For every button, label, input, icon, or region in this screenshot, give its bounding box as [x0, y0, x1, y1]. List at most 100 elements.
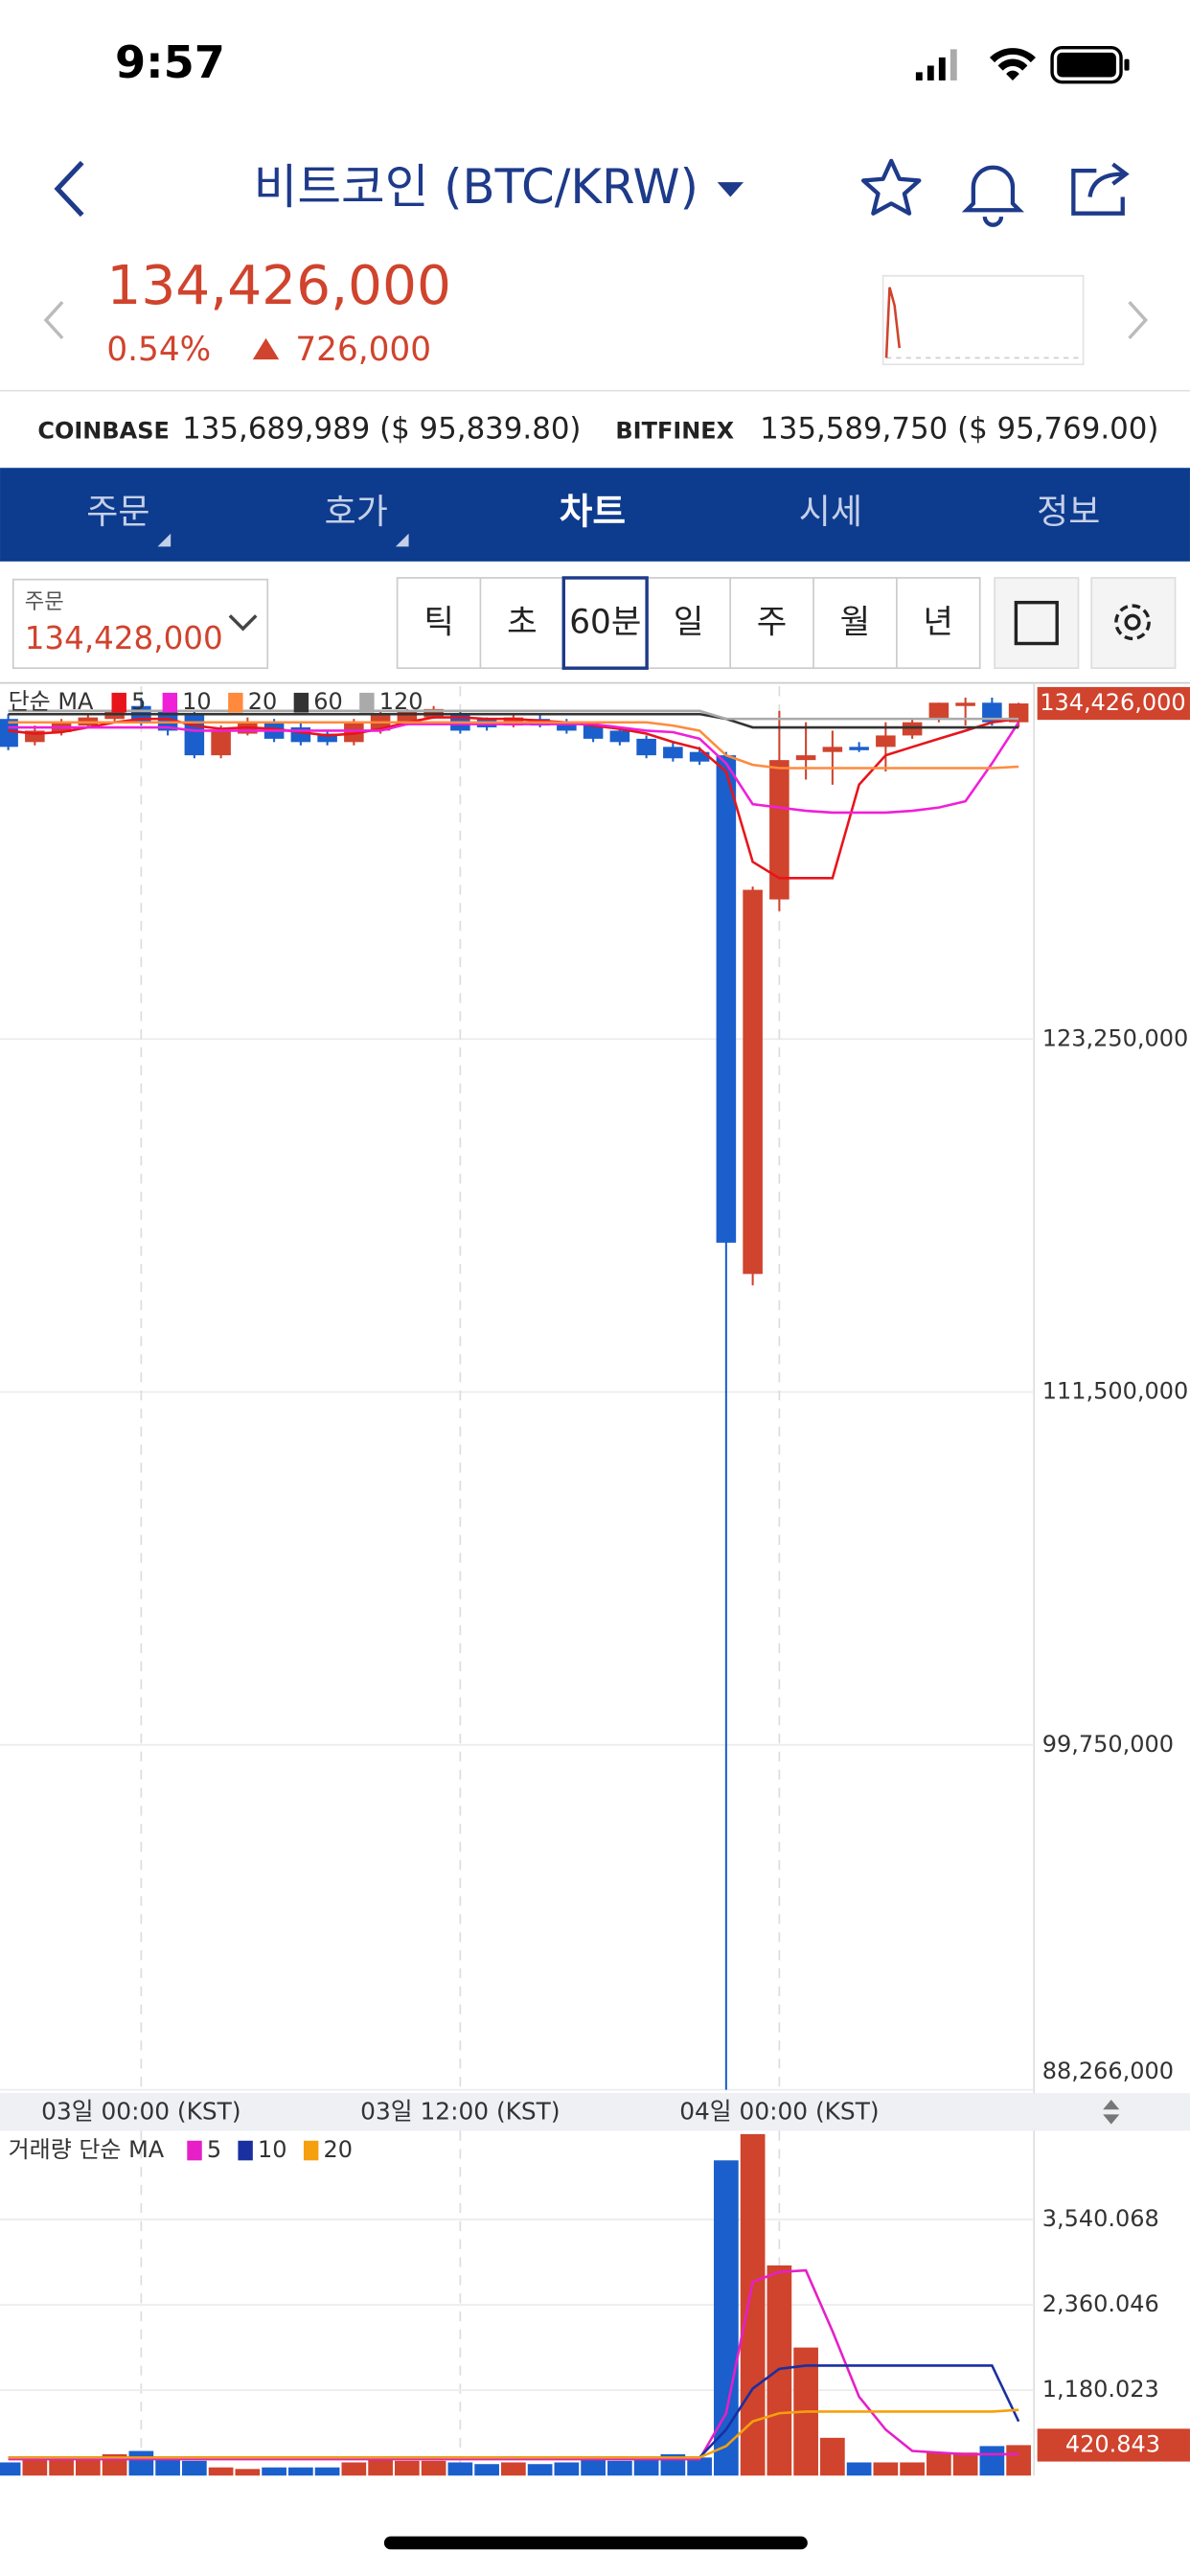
- volume-bar: [633, 2457, 659, 2476]
- exchange-name: BITFINEX: [615, 418, 734, 445]
- timeframe[interactable]: 월: [840, 603, 871, 641]
- tab-bar: [0, 468, 1190, 562]
- legend-swatch: [187, 2140, 202, 2161]
- candle-body: [397, 710, 418, 723]
- volume-bar: [1006, 2445, 1031, 2476]
- change-amount: 726,000: [295, 331, 431, 369]
- legend-label: 120: [379, 688, 423, 715]
- ma-line: [8, 712, 1019, 729]
- y-tick-label: 111,500,000: [1042, 1378, 1189, 1405]
- alarm-button[interactable]: [961, 165, 1024, 227]
- current-price: 134,426,000: [106, 255, 451, 317]
- order-price: 134,428,000: [25, 620, 223, 656]
- candle-body: [716, 755, 737, 1243]
- timeframe[interactable]: 년: [923, 603, 953, 641]
- resize-handle[interactable]: [1103, 2099, 1120, 2125]
- dropdown-arrow[interactable]: [717, 182, 744, 197]
- timeframe[interactable]: 틱: [423, 603, 454, 641]
- exchange-name: COINBASE: [37, 418, 169, 445]
- volume-bar: [714, 2160, 739, 2476]
- share-button[interactable]: [1071, 162, 1130, 216]
- x-tick-label: 03일 12:00 (KST): [360, 2098, 560, 2126]
- timeframe-selected: [561, 576, 649, 670]
- candle-body: [769, 760, 790, 900]
- timeframe[interactable]: 초: [507, 603, 538, 641]
- volume-bar: [607, 2460, 632, 2476]
- tab[interactable]: 호가: [325, 493, 388, 532]
- volume-bar: [927, 2452, 951, 2476]
- candle-body: [743, 889, 763, 1275]
- candle-body: [317, 733, 337, 743]
- volume-bar: [368, 2457, 393, 2476]
- volume-bar: [208, 2467, 234, 2476]
- legend-swatch: [359, 692, 375, 713]
- candle-body: [982, 702, 1002, 723]
- volume-bar: [447, 2462, 473, 2476]
- x-tick-label: 04일 00:00 (KST): [679, 2098, 879, 2126]
- order-chevron: [228, 614, 258, 632]
- current-price-tag: [1037, 686, 1190, 721]
- candle-body: [609, 730, 630, 743]
- volume-bar: [395, 2460, 420, 2476]
- tab[interactable]: 주문: [86, 493, 149, 532]
- tab[interactable]: 정보: [1037, 493, 1100, 532]
- favorite-button[interactable]: [860, 158, 922, 216]
- volume-bar: [873, 2462, 899, 2476]
- volume-bar: [49, 2459, 74, 2476]
- y-tick-label: 123,250,000: [1042, 1024, 1189, 1051]
- candle-body: [636, 738, 656, 756]
- volume-bar: [262, 2467, 286, 2476]
- title[interactable]: 비트코인 (BTC/KRW): [254, 159, 698, 215]
- prev-button[interactable]: [43, 301, 64, 340]
- current-volume-label: 420.843: [1065, 2430, 1160, 2457]
- legend-swatch: [303, 2140, 319, 2161]
- legend-title: 단순 MA: [9, 688, 94, 715]
- next-button[interactable]: [1128, 301, 1149, 340]
- volume-bar: [687, 2457, 712, 2476]
- candle-body: [849, 747, 869, 750]
- candle-body: [1008, 703, 1029, 723]
- volume-bar: [952, 2452, 978, 2476]
- up-arrow: [252, 337, 280, 360]
- candle-body: [184, 714, 205, 756]
- y-tick-label: 2,360.046: [1042, 2290, 1159, 2317]
- order-box[interactable]: [11, 578, 269, 670]
- timeframe-group: 틱 초 60분 일 주 월 년: [396, 576, 981, 670]
- volume-bar: [474, 2464, 499, 2476]
- volume-bar: [22, 2459, 48, 2476]
- volume-bar: [155, 2457, 180, 2476]
- y-tick-label: 99,750,000: [1042, 1731, 1174, 1758]
- draw-button[interactable]: [994, 577, 1080, 670]
- volume-bar: [581, 2457, 606, 2476]
- volume-bar: [527, 2464, 553, 2476]
- candle-body: [583, 725, 604, 739]
- legend-label: 60: [313, 688, 343, 715]
- candle-body: [344, 722, 364, 743]
- tab-active[interactable]: 차트: [560, 491, 626, 533]
- back-button[interactable]: [54, 160, 84, 218]
- candle-body: [902, 722, 923, 736]
- legend-swatch: [293, 692, 309, 713]
- timeframe[interactable]: 60분: [569, 603, 641, 641]
- ma-line: [8, 722, 1020, 815]
- volume-bar: [501, 2462, 526, 2476]
- home-indicator: [383, 2536, 808, 2550]
- timeframe[interactable]: 일: [674, 603, 704, 641]
- status-icons: [915, 45, 1130, 84]
- legend-label: 10: [182, 688, 211, 715]
- volume-bar: [76, 2457, 101, 2476]
- tab[interactable]: 시세: [799, 493, 862, 532]
- volume-bar: [421, 2460, 446, 2476]
- legend-swatch: [162, 692, 178, 713]
- settings-button[interactable]: [1090, 577, 1177, 670]
- timeframe[interactable]: 주: [757, 603, 788, 641]
- candle-body: [689, 751, 710, 762]
- candle-body: [822, 747, 843, 752]
- volume-bar: [846, 2462, 872, 2476]
- legend-swatch: [228, 692, 243, 713]
- clock: 9:57: [115, 36, 225, 88]
- legend-label: 5: [207, 2136, 221, 2163]
- candle-body: [157, 710, 178, 731]
